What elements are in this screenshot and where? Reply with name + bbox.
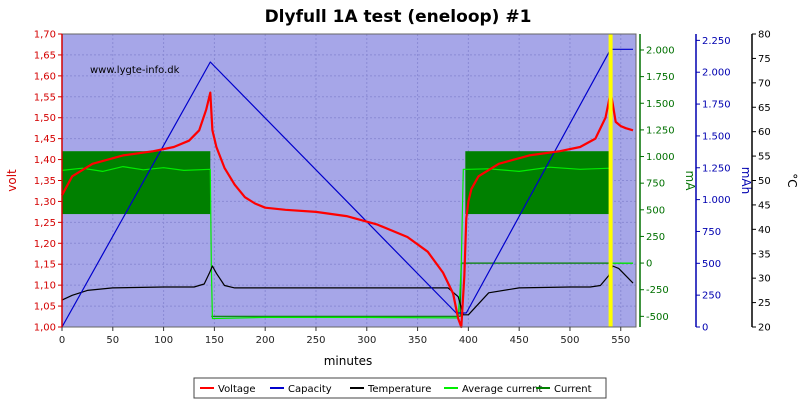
mAh-tick-label: 500 (702, 259, 721, 270)
temp-tick-label: 45 (758, 200, 771, 211)
volt-tick-label: 1,30 (34, 197, 56, 208)
x-tick-label: 50 (106, 335, 119, 346)
mAh-tick-label: 1.250 (702, 163, 731, 174)
mAh-tick-label: 750 (702, 227, 721, 238)
x-tick-label: 300 (357, 335, 376, 346)
mA-tick-label: 0 (646, 259, 652, 270)
mA-tick-label: 1.750 (646, 72, 675, 83)
volt-tick-label: 1,10 (34, 281, 56, 292)
marker-line (608, 34, 613, 327)
temp-tick-label: 35 (758, 249, 771, 260)
series-voltage (61, 91, 634, 329)
legend-label: Temperature (367, 384, 431, 395)
volt-tick-label: 1,65 (34, 50, 56, 61)
mAh-tick-label: 2.000 (702, 68, 731, 79)
temp-tick-label: 70 (758, 78, 771, 89)
x-tick-label: 0 (59, 335, 65, 346)
volt-tick-label: 1,70 (34, 30, 56, 41)
current-band-segment (62, 151, 211, 215)
mAh-tick-label: 1.750 (702, 100, 731, 111)
x-tick-label: 100 (154, 335, 173, 346)
chart-title: Dlyfull 1A test (eneloop) #1 (265, 7, 532, 27)
legend-label: Current (554, 384, 592, 395)
mA-tick-label: -500 (646, 312, 669, 323)
x-tick-label: 150 (205, 335, 224, 346)
temp-tick-label: 75 (758, 54, 771, 65)
series-temperature (61, 265, 634, 316)
watermark: www.lygte-info.dk (90, 65, 180, 76)
temp-tick-label: 20 (758, 323, 771, 334)
legend-box (193, 377, 607, 399)
temp-tick-label: 80 (758, 30, 771, 41)
volt-tick-label: 1,40 (34, 155, 56, 166)
mAh-axis-label: mAh (739, 167, 753, 195)
mAh-tick-label: 1.000 (702, 195, 731, 206)
mA-axis-label: mA (683, 171, 697, 192)
legend-label: Average current (462, 384, 542, 395)
x-tick-label: 400 (459, 335, 478, 346)
volt-tick-label: 1,35 (34, 176, 56, 187)
mAh-tick-label: 250 (702, 291, 721, 302)
mAh-tick-label: 1.500 (702, 131, 731, 142)
mA-tick-label: -250 (646, 285, 669, 296)
mAh-tick-label: 2.250 (702, 36, 731, 47)
temp-tick-label: 40 (758, 225, 771, 236)
temp-tick-label: 25 (758, 298, 771, 309)
x-tick-label: 450 (510, 335, 529, 346)
x-tick-label: 500 (560, 335, 579, 346)
mA-tick-label: 2.000 (646, 45, 675, 56)
mA-tick-label: 250 (646, 232, 665, 243)
volt-tick-label: 1,55 (34, 92, 56, 103)
legend-label: Capacity (288, 384, 332, 395)
mA-tick-label: 1.500 (646, 99, 675, 110)
axes-layer: 0 50 100 150 200 250 300 350 400 450 500 5501,001,0… (5, 30, 799, 347)
mA-tick-label: 750 (646, 179, 665, 190)
x-tick-label: 350 (408, 335, 427, 346)
mA-tick-label: 500 (646, 205, 665, 216)
current-band (62, 151, 611, 215)
volt-tick-label: 1,15 (34, 260, 56, 271)
x-tick-label: 200 (256, 335, 275, 346)
mAh-tick-label: 0 (702, 323, 708, 334)
volt-tick-label: 1,50 (34, 113, 56, 124)
legend-label: Voltage (218, 384, 256, 395)
temp-tick-label: 30 (758, 274, 771, 285)
temp-tick-label: 60 (758, 127, 771, 138)
temp-tick-label: 50 (758, 176, 771, 187)
x-axis-label: minutes (324, 354, 373, 368)
legend: Voltage Capacity Temperature Average curren… (193, 377, 607, 399)
x-tick-label: 250 (306, 335, 325, 346)
x-tick-label: 550 (611, 335, 630, 346)
volt-tick-label: 1,05 (34, 302, 56, 313)
volt-tick-label: 1,60 (34, 71, 56, 82)
series-layer (61, 48, 634, 329)
temp-axis-label: °C (785, 173, 799, 187)
volt-tick-label: 1,25 (34, 218, 56, 229)
mA-tick-label: 1.250 (646, 125, 675, 136)
volt-tick-label: 1,20 (34, 239, 56, 250)
mA-tick-label: 1.000 (646, 152, 675, 163)
marker-layer (608, 34, 613, 327)
temp-tick-label: 65 (758, 103, 771, 114)
volt-tick-label: 1,45 (34, 134, 56, 145)
volt-tick-label: 1,00 (34, 323, 56, 334)
temp-tick-label: 55 (758, 152, 771, 163)
volt-axis-label: volt (5, 169, 19, 192)
